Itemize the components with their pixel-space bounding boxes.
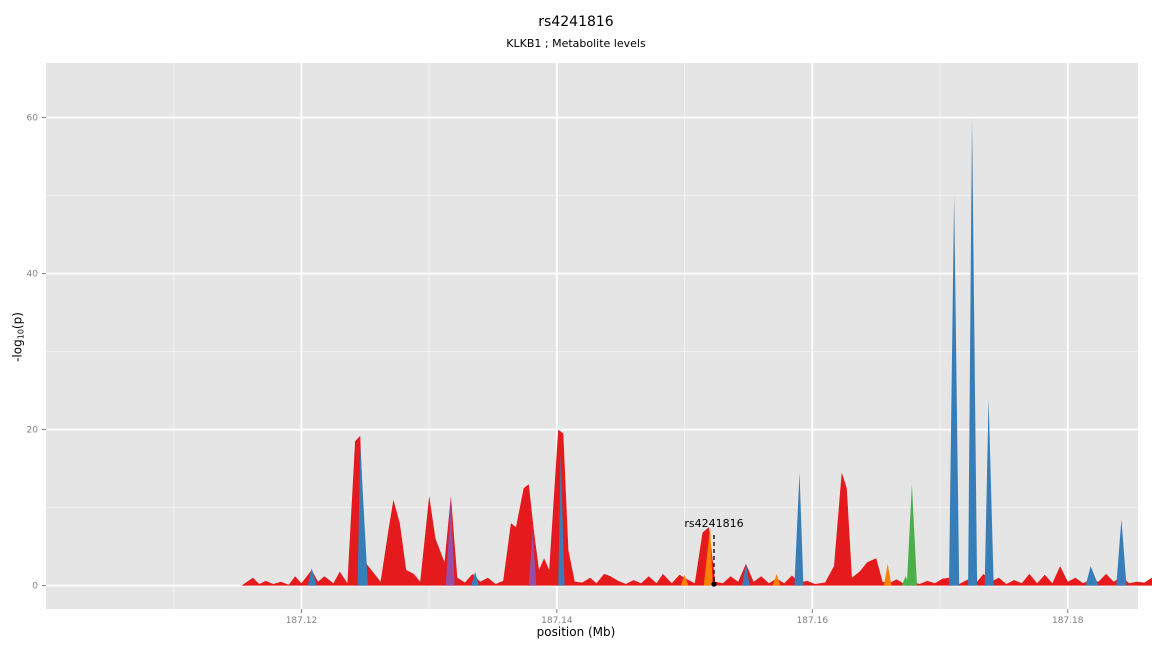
annotation-label: rs4241816 (684, 517, 743, 530)
y-axis-label-main: -log (10, 339, 25, 362)
signal-area-red (241, 429, 1152, 586)
x-tick-label: 187.16 (797, 616, 829, 626)
y-tick-label: 40 (27, 270, 39, 280)
signal-peak-blue (984, 398, 994, 586)
signal-peak-green (906, 484, 917, 586)
signal-areas (241, 117, 1152, 586)
chart-title: rs4241816 (538, 14, 614, 30)
signal-peak-purple (528, 531, 537, 586)
y-tick-label: 20 (27, 426, 39, 436)
x-axis-label: position (Mb) (536, 625, 616, 639)
x-tick-label: 187.18 (1052, 616, 1084, 626)
signal-peak-blue (949, 195, 960, 586)
signal-peak-blue (742, 563, 750, 586)
signal-peak-blue (968, 117, 978, 586)
signal-peak-orange (703, 527, 713, 586)
signal-peak-orange (883, 563, 892, 586)
signal-peak-orange (772, 573, 781, 586)
signal-peak-blue (558, 453, 565, 586)
annotation-point (711, 581, 717, 587)
signal-peak-orange (680, 574, 689, 586)
signal-peak-blue (1085, 566, 1099, 586)
signal-peak-blue (471, 571, 479, 586)
y-axis-label: -log10(p) (11, 312, 26, 362)
signal-peak-blue (357, 445, 368, 586)
y-axis-label-sub: 10 (16, 329, 26, 340)
x-tick-label: 187.14 (541, 616, 573, 626)
signal-peak-blue (307, 568, 317, 586)
y-axis-ticks: 0 20 40 60 (27, 114, 46, 592)
y-tick-label: 60 (27, 114, 39, 124)
x-axis-ticks: 187.12 187.14 187.16 187.18 (286, 609, 1084, 626)
chart-subtitle: KLKB1 ; Metabolite levels (506, 37, 646, 50)
signal-peak-blue (1116, 519, 1127, 586)
snp-annotation: rs4241816 (684, 517, 744, 587)
signal-peak-blue (794, 472, 804, 586)
y-tick-label: 0 (32, 582, 38, 592)
y-axis-label-rest: (p) (10, 312, 25, 330)
signal-peak-purple (445, 499, 455, 586)
x-tick-label: 187.12 (286, 616, 318, 626)
